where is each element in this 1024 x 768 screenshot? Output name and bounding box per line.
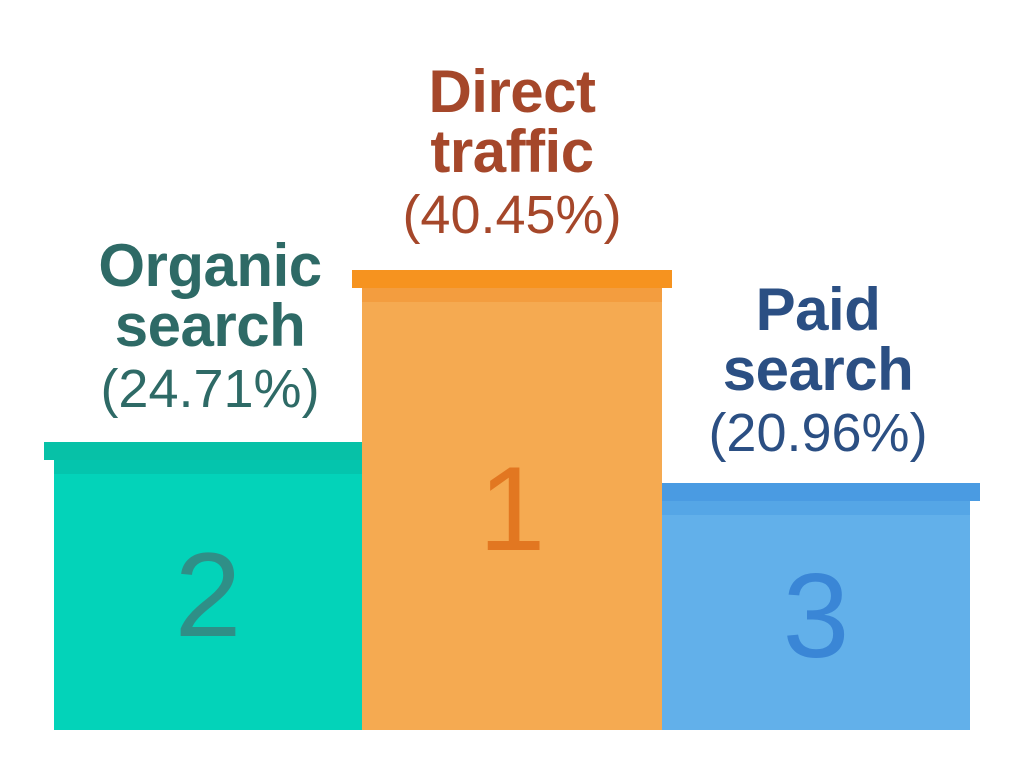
rank-number-paid-search: 3 [782,548,850,683]
bar-value-label: (20.96%) [708,403,928,463]
bar-top-shade [362,288,662,302]
bar-name-line1: Paid [755,276,881,343]
bar-cap [44,442,364,460]
bar-name-line1: Direct [428,58,596,125]
bar-organic-search [54,460,362,730]
bar-name-line2: search [722,336,914,403]
bar-name-line2: traffic [430,118,594,185]
bar-name-line2: search [114,292,306,359]
bar-value-label: (40.45%) [402,185,622,245]
rank-number-direct-traffic: 1 [478,442,546,576]
bar-label-paid-search: Paid search (20.96%) [668,276,968,463]
bar-name-line1: Organic [98,232,322,299]
bar-cap [662,483,980,501]
bar-paid-search [662,501,970,730]
bar-cap [352,270,672,288]
bar-direct-traffic [362,288,662,730]
bar-top-shade [662,501,970,515]
bar-label-direct-traffic: Direct traffic (40.45%) [362,58,662,245]
bar-value-label: (24.71%) [100,359,320,419]
rank-number-organic-search: 2 [174,528,242,662]
bar-top-shade [54,460,362,474]
bar-label-organic-search: Organic search (24.71%) [60,232,360,419]
